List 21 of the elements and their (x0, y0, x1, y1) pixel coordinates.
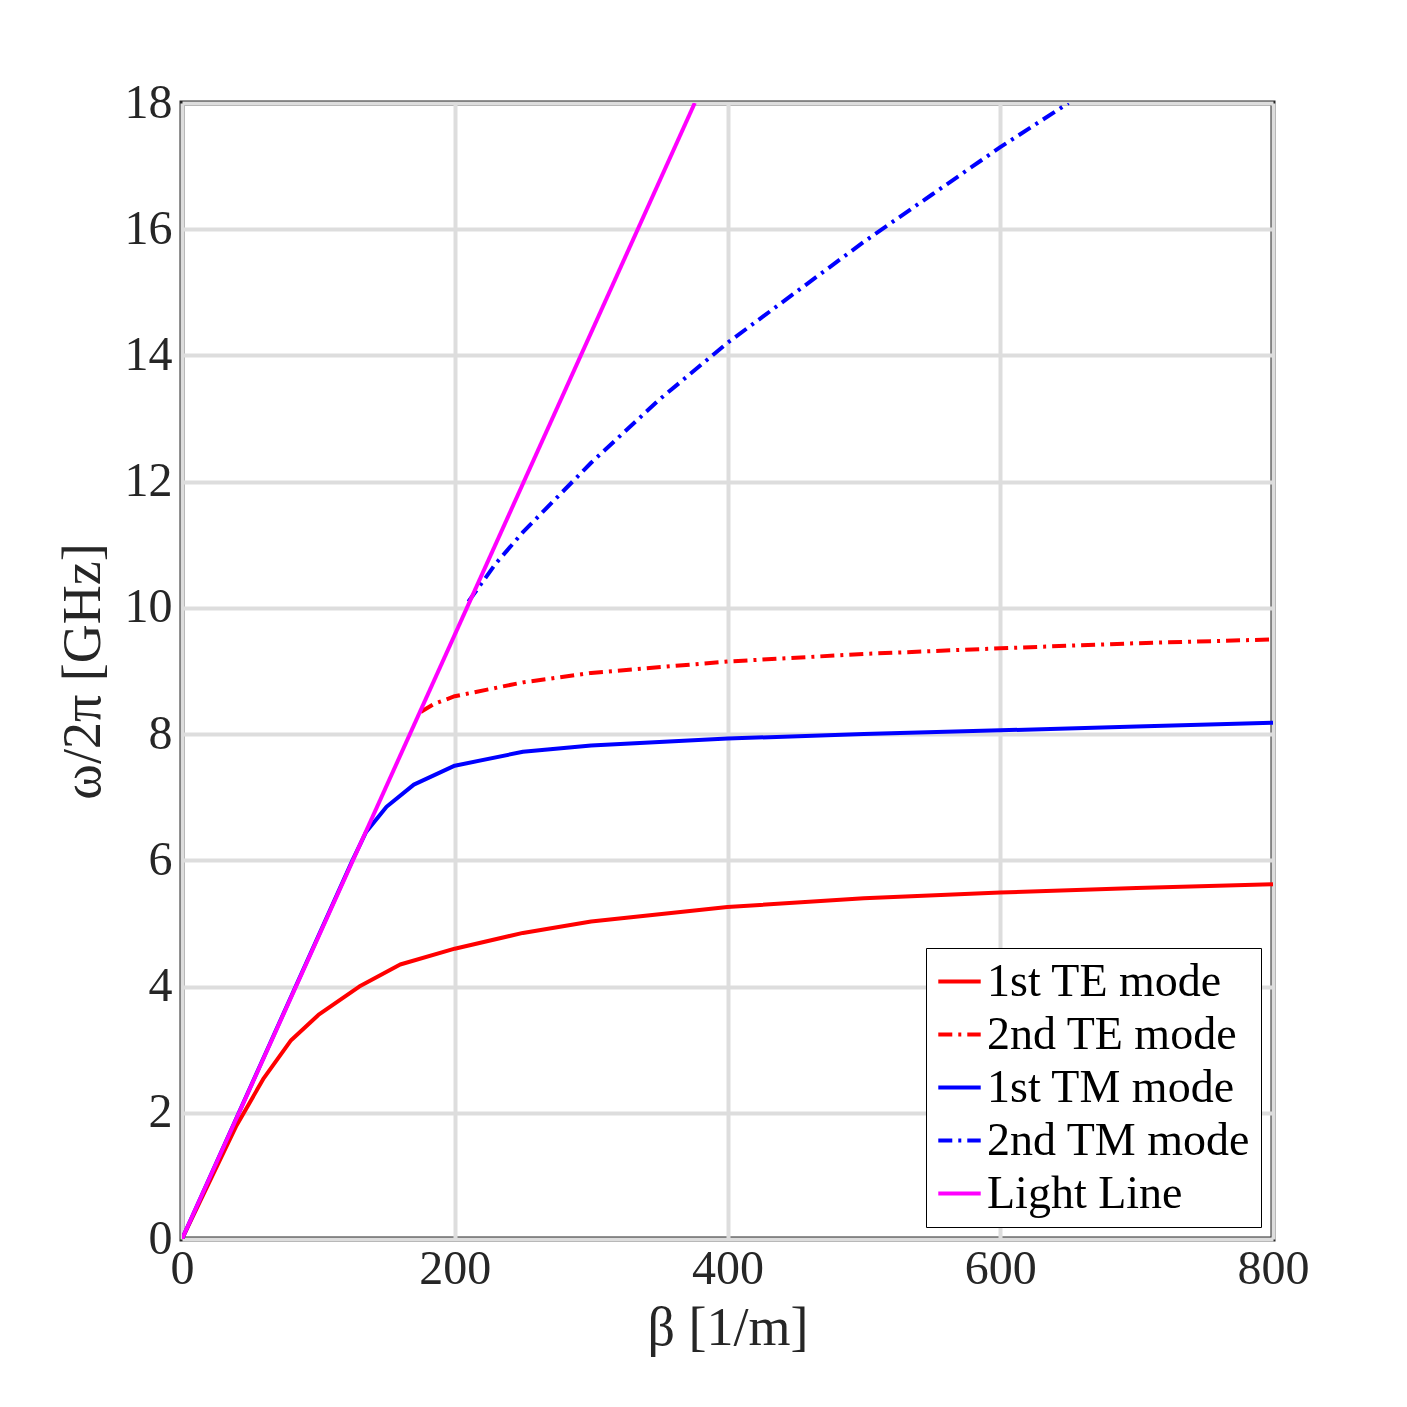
y-axis-title: ω/2π [GHz] (51, 543, 112, 800)
legend-label: Light Line (987, 1166, 1183, 1218)
legend-label: 1st TM mode (987, 1060, 1235, 1112)
y-tick-label: 12 (124, 453, 173, 507)
y-tick-label: 2 (148, 1084, 173, 1138)
legend-label: 2nd TM mode (987, 1113, 1250, 1165)
x-tick-label: 600 (964, 1240, 1037, 1294)
x-tick-label: 800 (1237, 1240, 1310, 1294)
y-tick-label: 4 (148, 958, 173, 1012)
legend-label: 1st TE mode (987, 954, 1222, 1006)
x-tick-label: 200 (419, 1240, 492, 1294)
x-tick-label: 400 (692, 1240, 764, 1294)
y-tick-label: 8 (148, 705, 173, 759)
x-axis-title: β [1/m] (647, 1296, 809, 1357)
y-tick-label: 18 (124, 74, 173, 128)
y-tick-label: 16 (124, 200, 173, 254)
legend-label: 2nd TE mode (987, 1007, 1237, 1059)
y-tick-label: 6 (148, 831, 173, 885)
line-series (466, 103, 1071, 604)
y-tick-label: 14 (124, 326, 173, 380)
y-tick-label: 10 (124, 579, 173, 633)
